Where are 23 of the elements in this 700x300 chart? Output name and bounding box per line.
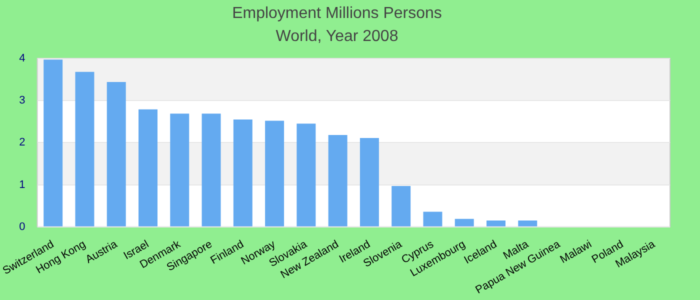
- bar: [423, 212, 442, 226]
- bar: [170, 114, 190, 226]
- y-tick-label: 1: [19, 178, 26, 191]
- y-tick-label: 2: [19, 136, 26, 149]
- bar: [75, 72, 94, 226]
- y-tick-label: 3: [19, 94, 26, 107]
- bar: [360, 138, 379, 226]
- bar: [138, 109, 158, 226]
- bar: [296, 124, 316, 226]
- bar: [202, 114, 221, 226]
- bar: [454, 218, 474, 226]
- chart-title: Employment Millions Persons: [232, 5, 442, 22]
- bar: [486, 220, 506, 226]
- bar: [233, 119, 252, 226]
- bar: [518, 220, 538, 226]
- chart-subtitle: World, Year 2008: [276, 28, 398, 46]
- bar: [392, 186, 411, 226]
- bar: [265, 120, 284, 226]
- bar: [106, 82, 126, 226]
- bar: [328, 135, 348, 226]
- y-tick-label: 4: [19, 52, 26, 64]
- y-tick-label: 0: [19, 220, 26, 233]
- bar: [44, 60, 63, 226]
